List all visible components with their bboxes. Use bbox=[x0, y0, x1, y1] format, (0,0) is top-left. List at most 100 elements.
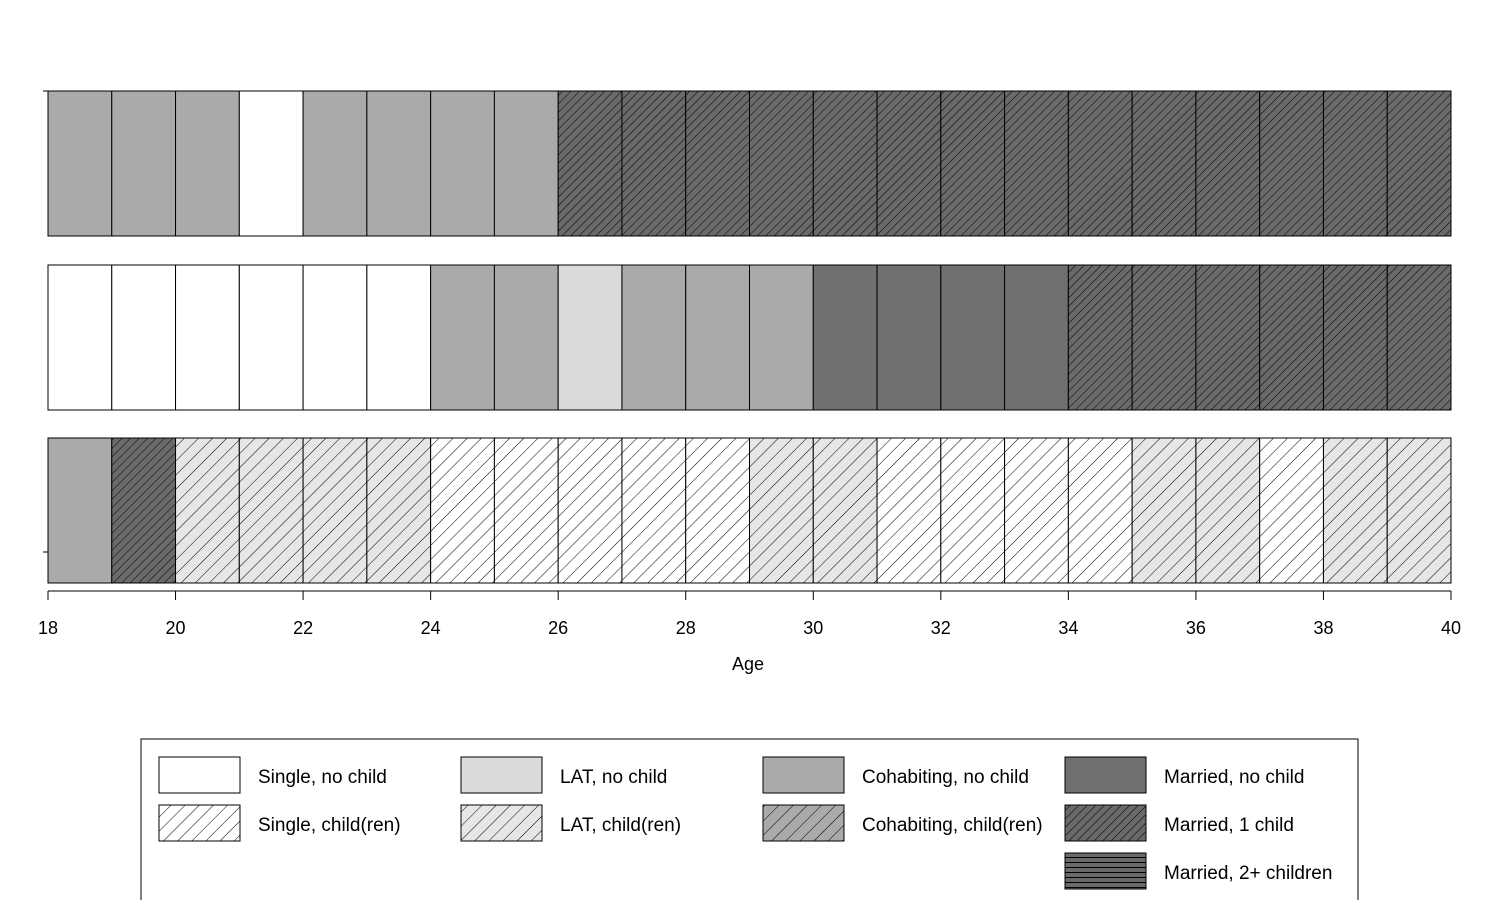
sequence-cell-fill bbox=[940, 265, 1005, 410]
sequence-cell-fill bbox=[111, 265, 176, 410]
legend-swatch bbox=[1064, 852, 1147, 890]
sequence-cell-hatch bbox=[749, 438, 814, 583]
sequence-cell-hatch bbox=[1387, 91, 1451, 236]
legend-swatch bbox=[158, 756, 241, 794]
legend-swatch-hatch bbox=[159, 805, 240, 841]
sequence-cell-fill bbox=[239, 91, 304, 236]
legend-swatch bbox=[762, 804, 845, 842]
legend-swatch-hatch bbox=[461, 805, 542, 841]
x-axis: 18 20 22 24 26 28 30 32 34 36 38 40 bbox=[38, 590, 1461, 638]
x-tick-label: 34 bbox=[1058, 618, 1078, 638]
sequence-cell-fill bbox=[494, 265, 559, 410]
legend-swatch-fill bbox=[763, 757, 844, 793]
legend-label: Cohabiting, no child bbox=[862, 767, 1029, 788]
sequence-cell-fill bbox=[366, 91, 431, 236]
sequence-cell-hatch bbox=[111, 438, 176, 583]
sequence-cell-hatch bbox=[239, 438, 304, 583]
x-tick-label: 20 bbox=[166, 618, 186, 638]
sequence-row-1 bbox=[47, 90, 1452, 237]
sequence-cell-hatch bbox=[1132, 91, 1196, 236]
sequence-rows bbox=[43, 90, 1452, 584]
sequence-cell-hatch bbox=[1323, 265, 1388, 410]
sequence-cell-fill bbox=[239, 265, 304, 410]
legend-label: Married, 2+ children bbox=[1164, 863, 1332, 884]
x-tick-label: 22 bbox=[293, 618, 313, 638]
x-axis-title: Age bbox=[732, 654, 764, 674]
sequence-cell-hatch bbox=[1068, 265, 1133, 410]
legend-swatch bbox=[1064, 804, 1147, 842]
sequence-cell-hatch bbox=[175, 438, 240, 583]
sequence-cell-hatch bbox=[1195, 265, 1260, 410]
legend-label: Single, no child bbox=[258, 767, 387, 788]
legend-swatch-fill bbox=[461, 757, 542, 793]
sequence-cell-fill bbox=[48, 91, 112, 236]
legend-swatch-hatch bbox=[1065, 853, 1146, 889]
sequence-cell-hatch bbox=[1387, 438, 1451, 583]
legend-swatch bbox=[158, 804, 241, 842]
sequence-cell-hatch bbox=[1068, 91, 1133, 236]
sequence-cell-hatch bbox=[1387, 265, 1451, 410]
sequence-cell-hatch bbox=[877, 438, 941, 583]
sequence-cell-hatch bbox=[558, 438, 622, 583]
sequence-cell-hatch bbox=[1068, 438, 1133, 583]
sequence-cell-hatch bbox=[940, 91, 1005, 236]
sequence-cell-fill bbox=[175, 91, 240, 236]
sequence-row-2 bbox=[47, 264, 1452, 411]
sequence-cell-hatch bbox=[813, 91, 878, 236]
x-tick-label: 18 bbox=[38, 618, 58, 638]
x-tick-label: 40 bbox=[1441, 618, 1461, 638]
sequence-cell-hatch bbox=[1004, 91, 1069, 236]
sequence-cell-fill bbox=[494, 91, 559, 236]
sequence-cell-fill bbox=[48, 265, 112, 410]
sequence-cell-fill bbox=[813, 265, 878, 410]
legend-swatch-fill bbox=[159, 757, 240, 793]
sequence-cell-fill bbox=[877, 265, 941, 410]
sequence-cell-hatch bbox=[1195, 91, 1260, 236]
sequence-cell-hatch bbox=[1132, 265, 1196, 410]
x-tick-label: 32 bbox=[931, 618, 951, 638]
sequence-cell-fill bbox=[749, 265, 814, 410]
x-tick-label: 36 bbox=[1186, 618, 1206, 638]
sequence-cell-fill bbox=[1004, 265, 1069, 410]
sequence-cell-hatch bbox=[749, 91, 814, 236]
sequence-cell-hatch bbox=[1259, 438, 1324, 583]
legend-swatch-hatch bbox=[763, 805, 844, 841]
x-tick-label: 24 bbox=[421, 618, 441, 638]
sequence-cell-hatch bbox=[621, 91, 686, 236]
sequence-cell-hatch bbox=[813, 438, 878, 583]
sequence-cell-hatch bbox=[1323, 438, 1388, 583]
sequence-cell-hatch bbox=[1195, 438, 1260, 583]
sequence-cell-fill bbox=[685, 265, 750, 410]
sequence-cell-fill bbox=[430, 91, 495, 236]
legend: Single, no child Single, child(ren) LAT, n… bbox=[140, 738, 1359, 900]
sequence-cell-hatch bbox=[685, 91, 750, 236]
legend-swatch bbox=[1064, 756, 1147, 794]
sequence-cell-hatch bbox=[1323, 91, 1388, 236]
x-tick-label: 28 bbox=[676, 618, 696, 638]
sequence-cell bbox=[1386, 264, 1452, 411]
sequence-cell-hatch bbox=[366, 438, 431, 583]
sequence-cell-fill bbox=[366, 265, 431, 410]
sequence-cell-hatch bbox=[1132, 438, 1196, 583]
sequence-cell-hatch bbox=[558, 91, 622, 236]
x-tick-label: 26 bbox=[548, 618, 568, 638]
sequence-cell-hatch bbox=[1004, 438, 1069, 583]
sequence-cell-hatch bbox=[621, 438, 686, 583]
legend-label: LAT, no child bbox=[560, 767, 667, 788]
sequence-cell-hatch bbox=[685, 438, 750, 583]
legend-label: Single, child(ren) bbox=[258, 815, 401, 836]
sequence-cell-fill bbox=[621, 265, 686, 410]
sequence-cell-fill bbox=[303, 91, 367, 236]
legend-swatch bbox=[460, 804, 543, 842]
legend-swatch-hatch bbox=[1065, 805, 1146, 841]
sequence-cell bbox=[1386, 90, 1452, 237]
x-tick-label: 38 bbox=[1313, 618, 1333, 638]
sequence-cell-fill bbox=[303, 265, 367, 410]
legend-label: Married, no child bbox=[1164, 767, 1304, 788]
sequence-cell-hatch bbox=[430, 438, 495, 583]
sequence-cell-fill bbox=[175, 265, 240, 410]
sequence-cell-hatch bbox=[303, 438, 367, 583]
sequence-cell-hatch bbox=[877, 91, 941, 236]
sequence-cell-fill bbox=[48, 438, 112, 583]
